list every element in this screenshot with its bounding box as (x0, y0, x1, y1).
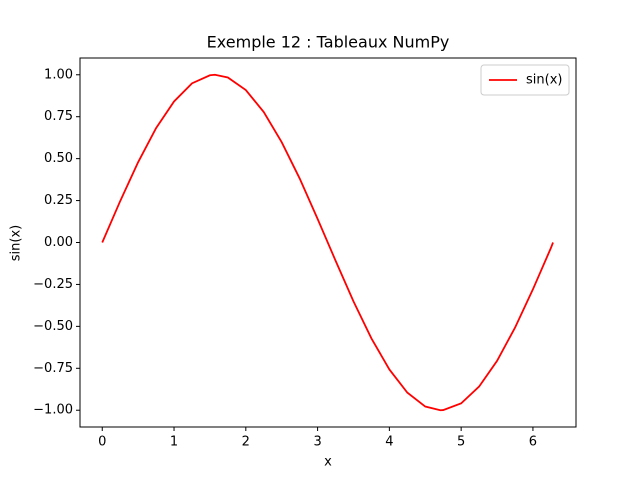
x-tick-label: 6 (529, 435, 537, 450)
x-tick-label: 4 (385, 435, 393, 450)
y-tick-label: −0.50 (33, 319, 73, 334)
y-tick-label: −1.00 (33, 403, 73, 418)
y-tick-label: 0.25 (44, 193, 73, 208)
x-axis-label: x (324, 455, 332, 470)
y-axis-label: sin(x) (9, 225, 24, 261)
axes-frame (79, 57, 577, 428)
y-tick-label: 1.00 (44, 67, 73, 82)
chart-title: Exemple 12 : Tableaux NumPy (207, 33, 450, 52)
legend-label: sin(x) (526, 73, 562, 88)
y-tick-label: 0.00 (44, 235, 73, 250)
x-tick-label: 1 (170, 435, 178, 450)
data-line (101, 73, 554, 412)
x-tick-label: 5 (457, 435, 465, 450)
y-tick-label: −0.25 (33, 277, 73, 292)
x-tick-label: 2 (242, 435, 250, 450)
y-tick-label: −0.75 (33, 361, 73, 376)
y-tick-label: 0.50 (44, 151, 73, 166)
x-tick-label: 3 (313, 435, 321, 450)
x-tick-label: 0 (98, 435, 106, 450)
legend-box (480, 64, 570, 96)
y-tick-label: 0.75 (44, 109, 73, 124)
